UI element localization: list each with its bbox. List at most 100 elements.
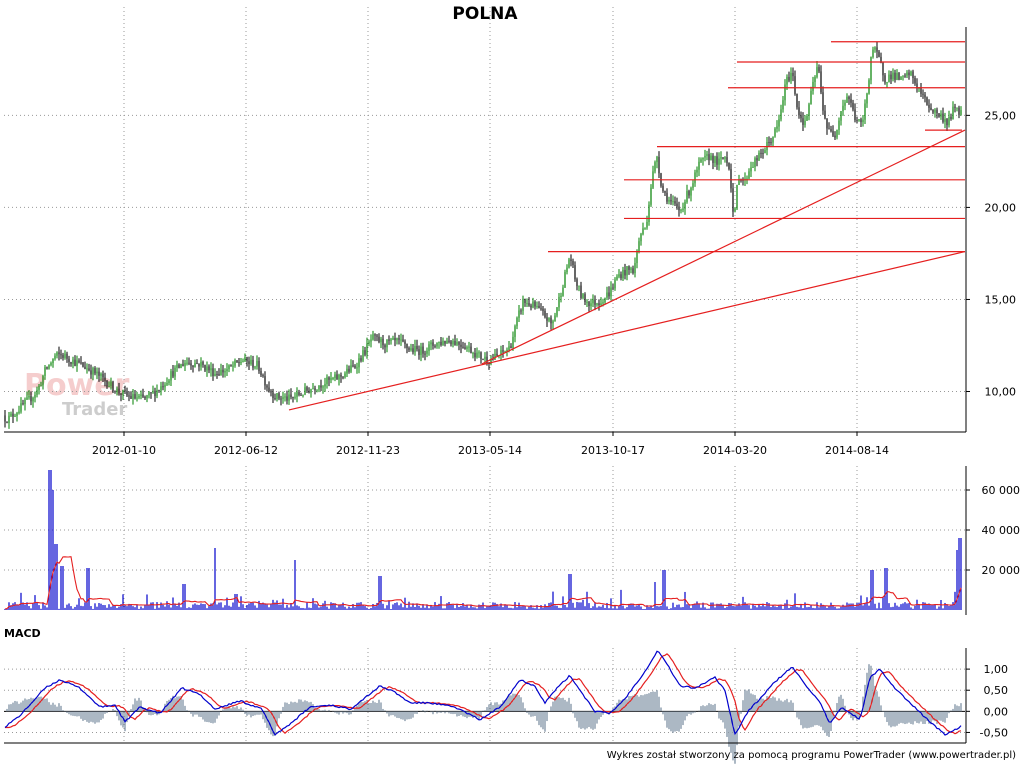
price-candle-down	[290, 394, 292, 398]
price-candle-up	[214, 373, 216, 377]
price-candle-down	[328, 377, 330, 380]
macd-y-tick-label: 0,00	[984, 705, 1009, 718]
price-candle-down	[60, 354, 62, 356]
price-candle-down	[938, 113, 940, 117]
price-candle-down	[280, 398, 282, 400]
price-candle-up	[748, 171, 750, 179]
price-candle-down	[448, 340, 450, 342]
price-candle-up	[86, 368, 88, 370]
price-candle-up	[396, 338, 398, 341]
price-candle-up	[956, 107, 958, 109]
price-candle-down	[678, 206, 680, 211]
price-candle-up	[790, 72, 792, 81]
price-candle-down	[278, 393, 280, 399]
price-candle-down	[788, 76, 790, 81]
price-candle-down	[658, 156, 660, 174]
price-candle-down	[340, 374, 342, 377]
macd-y-tick-label: -0,50	[980, 726, 1008, 739]
x-tick-label: 2012-11-23	[336, 444, 400, 457]
price-candle-down	[884, 75, 886, 83]
price-candle-up	[430, 342, 432, 345]
price-candle-up	[200, 361, 202, 367]
price-candle-down	[268, 387, 270, 392]
price-candle-down	[6, 421, 8, 423]
price-candle-down	[252, 359, 254, 368]
powertrader-watermark: Power Trader	[24, 368, 130, 420]
price-candle-down	[78, 360, 80, 363]
price-candle-up	[484, 356, 486, 360]
price-candle-down	[712, 155, 714, 164]
price-candle-up	[734, 208, 736, 212]
price-candle-up	[184, 362, 186, 367]
price-candle-down	[480, 352, 482, 359]
price-candle-up	[334, 374, 336, 378]
price-candle-up	[910, 71, 912, 76]
price-candle-down	[924, 94, 926, 98]
price-candle-down	[388, 339, 390, 341]
price-candle-down	[732, 188, 734, 212]
price-candle-down	[462, 346, 464, 348]
price-candle-up	[600, 303, 602, 306]
price-candle-up	[228, 365, 230, 370]
price-candle-down	[458, 341, 460, 345]
price-candle-down	[124, 389, 126, 392]
price-candle-up	[446, 340, 448, 344]
price-candle-down	[264, 376, 266, 386]
price-candle-down	[492, 359, 494, 361]
price-candle-down	[208, 366, 210, 371]
price-candle-up	[526, 303, 528, 305]
price-candle-up	[786, 76, 788, 85]
price-candle-up	[906, 72, 908, 76]
price-candle-down	[398, 338, 400, 340]
price-candle-down	[716, 156, 718, 165]
price-candle-up	[772, 136, 774, 143]
price-candle-up	[764, 150, 766, 154]
price-candle-down	[118, 388, 120, 394]
price-candle-up	[636, 251, 638, 264]
price-candle-down	[794, 76, 796, 94]
price-candle-down	[624, 269, 626, 276]
price-candle-down	[848, 96, 850, 100]
price-candle-up	[50, 363, 52, 365]
price-candle-down	[926, 97, 928, 105]
price-candle-down	[308, 390, 310, 393]
price-candle-down	[708, 154, 710, 161]
price-candle-up	[10, 413, 12, 416]
price-candle-up	[644, 227, 646, 229]
price-candle-down	[958, 107, 960, 115]
price-candle-up	[428, 344, 430, 351]
price-candle-up	[304, 387, 306, 395]
price-candle-down	[66, 353, 68, 359]
price-candle-down	[424, 353, 426, 355]
price-candle-down	[854, 109, 856, 121]
price-candle-up	[504, 351, 506, 353]
price-candle-down	[188, 362, 190, 364]
price-candle-up	[558, 296, 560, 308]
trendline-long	[288, 251, 966, 411]
price-candle-down	[266, 385, 268, 388]
price-candle-up	[690, 187, 692, 196]
price-candle-down	[760, 152, 762, 154]
x-tick-label: 2013-10-17	[581, 444, 645, 457]
price-candle-up	[146, 395, 148, 399]
price-candle-up	[886, 82, 888, 84]
axes-layer: 2012-01-10 2012-06-12 2012-11-23 2013-05-14…	[4, 27, 1020, 744]
price-candle-up	[442, 340, 444, 346]
price-candle-up	[766, 141, 768, 151]
price-candle-up	[648, 204, 650, 222]
price-candle-up	[350, 365, 352, 372]
price-candle-up	[896, 73, 898, 80]
price-candle-up	[556, 307, 558, 316]
price-candle-down	[4, 415, 6, 422]
price-candle-down	[432, 342, 434, 346]
price-candle-up	[532, 301, 534, 308]
price-candle-up	[288, 394, 290, 401]
price-candle-down	[382, 338, 384, 346]
price-candle-up	[122, 389, 124, 395]
price-candle-down	[474, 353, 476, 358]
price-candle-down	[440, 341, 442, 346]
price-candle-down	[584, 294, 586, 303]
price-candle-up	[206, 366, 208, 371]
price-candle-up	[392, 338, 394, 340]
price-candle-down	[364, 350, 366, 355]
